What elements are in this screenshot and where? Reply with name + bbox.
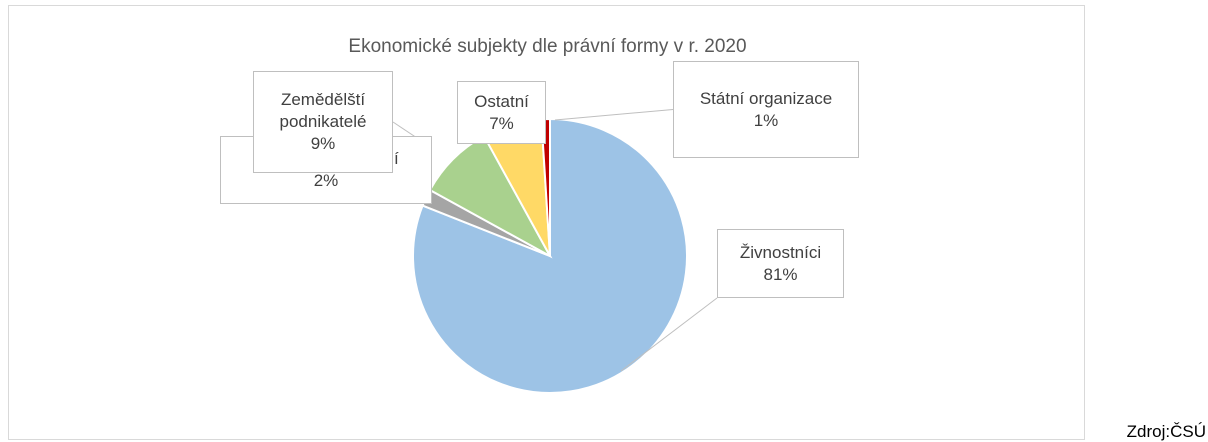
chart-area: Ekonomické subjekty dle právní formy v r… <box>8 5 1085 440</box>
data-label: Ostatní 7% <box>457 81 546 144</box>
chart <box>325 109 718 394</box>
label-value: 7% <box>489 113 514 133</box>
leader-line <box>554 109 674 121</box>
label-value: 9% <box>310 134 336 153</box>
data-label: Státní organizace 1% <box>673 61 859 158</box>
source-note: Zdroj:ČSÚ <box>1126 422 1206 441</box>
chart-title: Ekonomické subjekty dle právní formy v r… <box>348 36 747 57</box>
label-category: Ostatní <box>474 91 529 111</box>
leader-line <box>620 297 718 372</box>
label-value: 1% <box>753 110 779 130</box>
label-value: 81% <box>763 264 798 284</box>
label-category: Živnostníci <box>739 242 822 262</box>
data-label: Živnostníci 81% <box>717 229 844 298</box>
label-value: 2% <box>313 171 339 190</box>
label-category: Zemědělští podnikatelé <box>279 90 367 131</box>
label-category: Státní organizace <box>699 88 833 108</box>
data-label: Zemědělští podnikatelé 9% <box>253 71 393 173</box>
